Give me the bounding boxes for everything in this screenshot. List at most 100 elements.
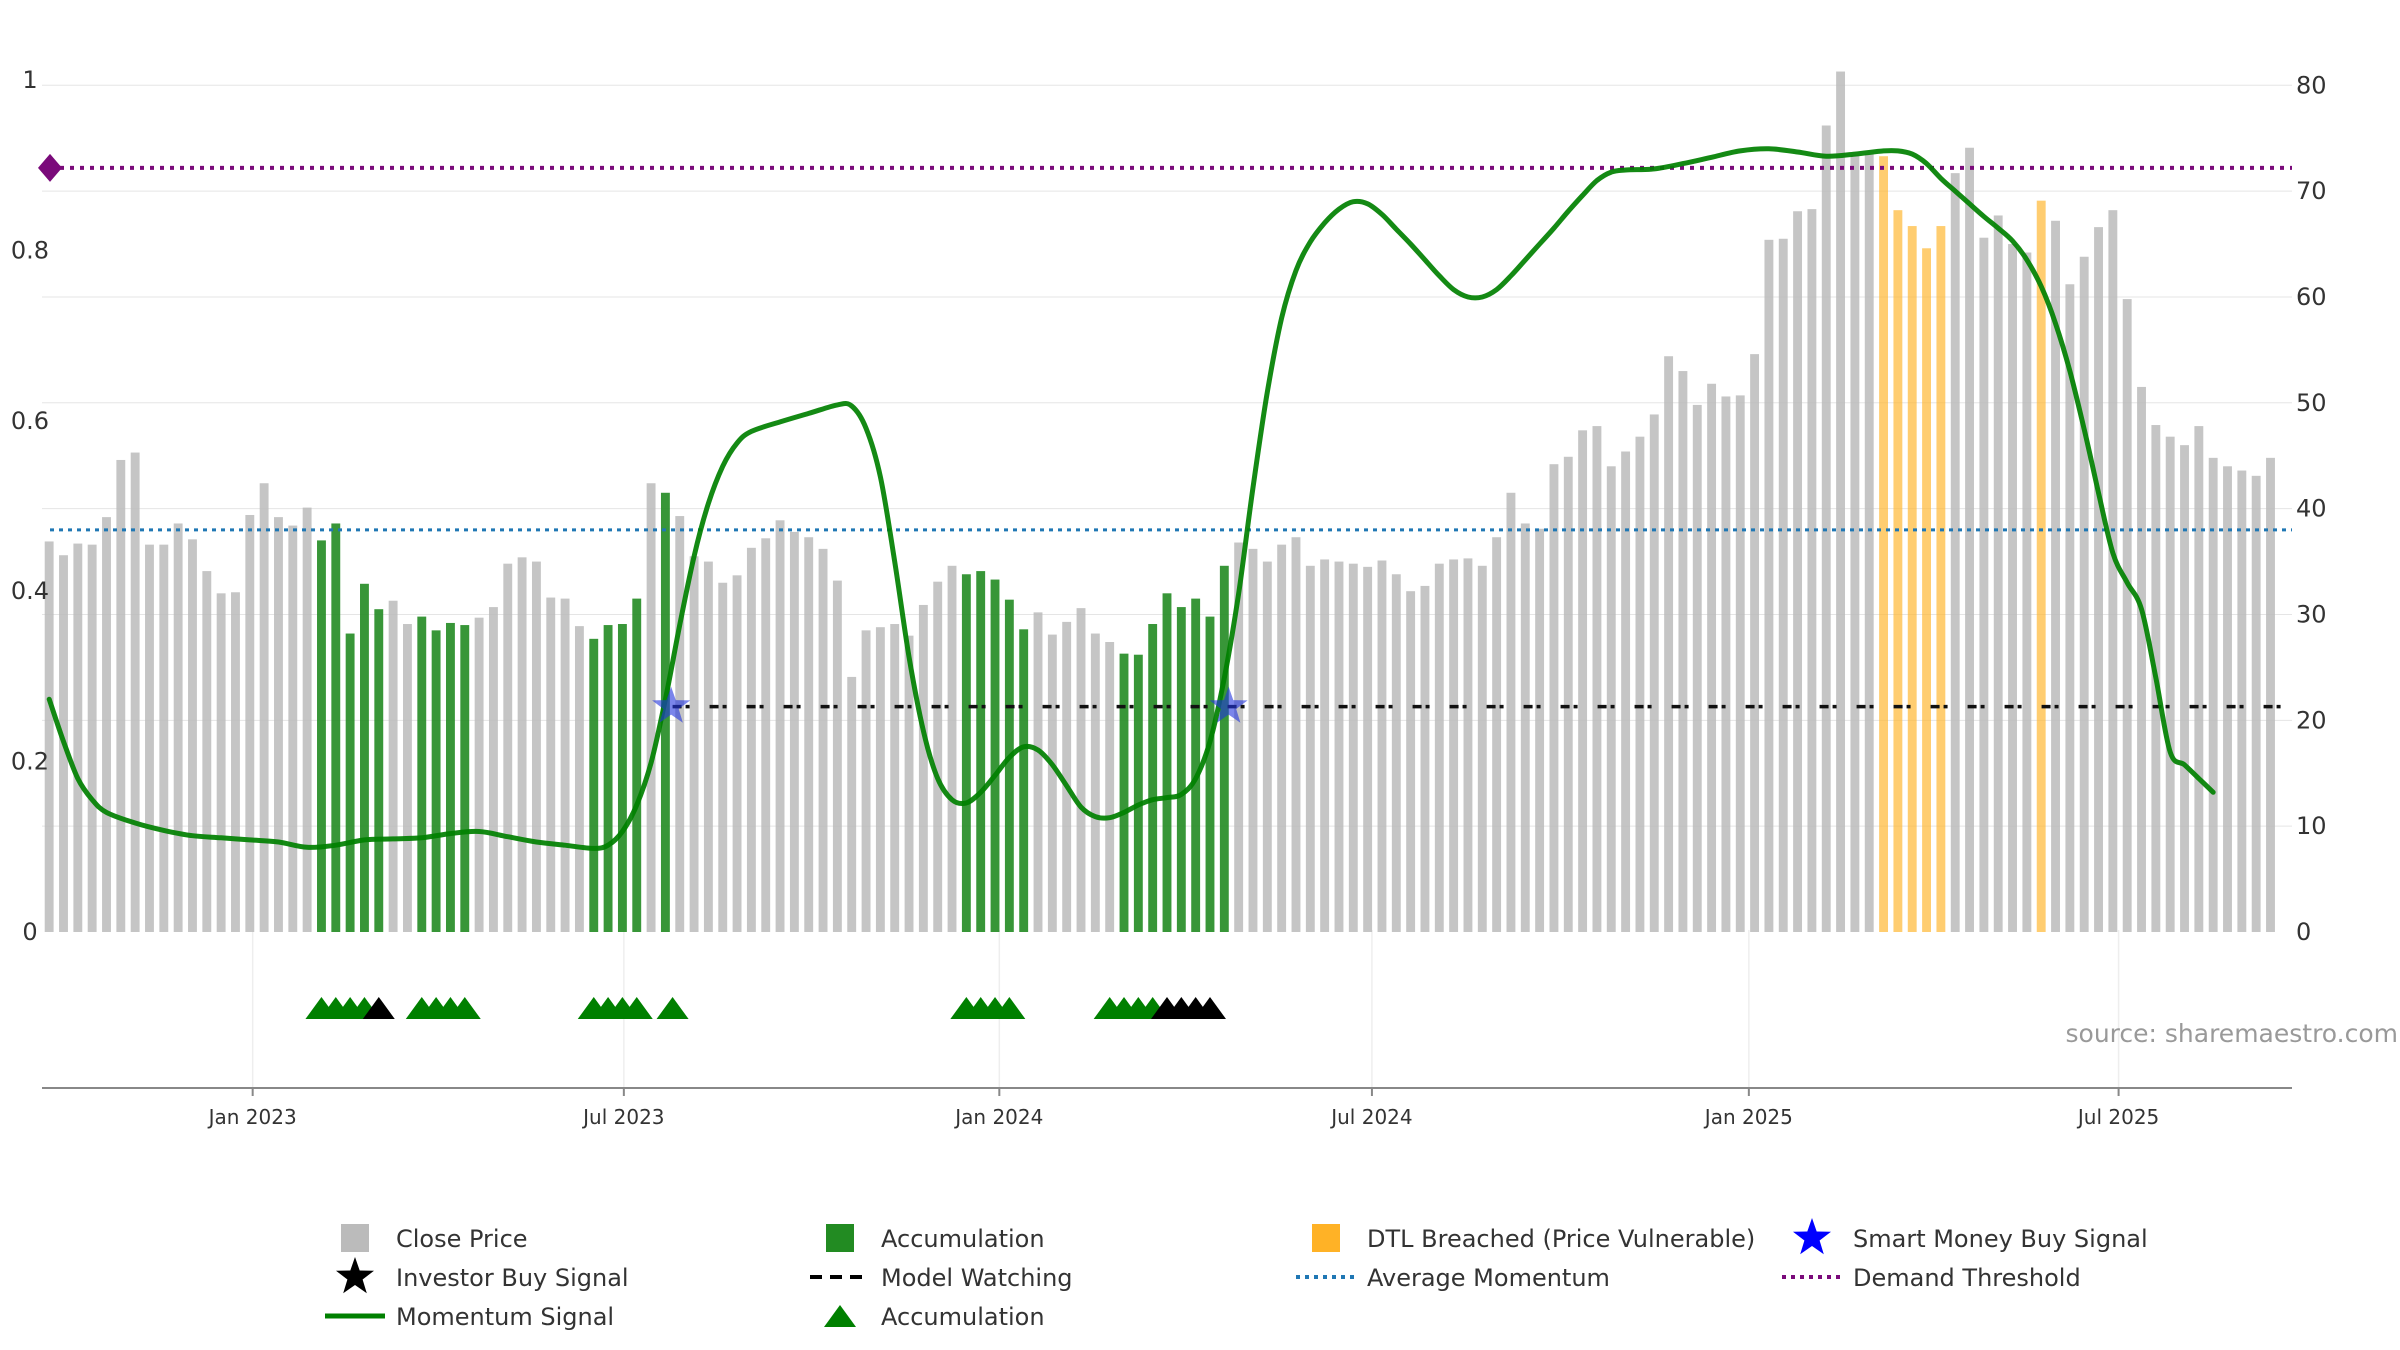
close-price-bar xyxy=(1305,565,1315,932)
close-price-bar xyxy=(1477,565,1487,932)
close-price-bar xyxy=(761,538,771,932)
close-price-bar xyxy=(1836,71,1846,933)
accumulation-bar xyxy=(589,638,599,932)
close-price-bar xyxy=(546,597,556,932)
close-price-bar xyxy=(216,593,226,932)
close-price-bar xyxy=(1764,239,1774,932)
accumulation-bar xyxy=(431,630,441,932)
close-price-bar xyxy=(488,607,498,932)
close-price-bar xyxy=(531,561,541,932)
legend-label: Accumulation xyxy=(881,1303,1045,1331)
investor-buy-triangle xyxy=(362,997,395,1019)
legend-swatch-triangle xyxy=(824,1305,856,1327)
legend-label: Average Momentum xyxy=(1367,1264,1610,1292)
close-price-bar xyxy=(775,520,785,932)
left-tick-label: 0.2 xyxy=(11,748,49,776)
close-price-bar xyxy=(73,543,83,932)
legend-label: Demand Threshold xyxy=(1853,1264,2081,1292)
left-tick-label: 0.6 xyxy=(11,407,49,435)
dtl-breached-bar xyxy=(2036,200,2046,933)
dtl-breached-bar xyxy=(1893,210,1903,932)
close-price-bar xyxy=(2223,466,2232,932)
accumulation-bar xyxy=(374,609,384,932)
close-price-bar xyxy=(1635,436,1645,932)
smart-money-buy-star xyxy=(1209,686,1248,723)
accumulation-bar xyxy=(1133,654,1143,932)
close-price-bar xyxy=(1377,560,1387,932)
close-price-bar xyxy=(1291,537,1301,932)
legend-swatch-square xyxy=(1312,1224,1340,1252)
right-tick-label: 60 xyxy=(2296,283,2327,311)
source-label: source: sharemaestro.com xyxy=(2066,1019,2399,1048)
legend-swatch-star xyxy=(336,1257,374,1294)
legend-swatch-square xyxy=(341,1224,369,1252)
legend-label: Smart Money Buy Signal xyxy=(1853,1225,2148,1253)
left-tick-label: 0.8 xyxy=(11,236,49,264)
close-price-bar xyxy=(918,604,928,932)
close-price-bar xyxy=(1750,354,1760,933)
close-price-bar xyxy=(1047,634,1057,932)
close-price-bar xyxy=(875,627,885,932)
close-price-bar xyxy=(1807,209,1817,932)
close-price-bar xyxy=(288,525,298,932)
close-price-bar xyxy=(947,565,957,932)
close-price-bar xyxy=(2180,445,2189,932)
close-price-bar xyxy=(159,544,169,932)
x-tick-label: Jul 2024 xyxy=(1329,1105,1412,1129)
accumulation-bar xyxy=(331,523,341,932)
close-price-bar xyxy=(1062,621,1072,932)
close-price-bar xyxy=(1334,561,1344,932)
close-price-bar xyxy=(388,600,398,932)
close-price-bar xyxy=(1850,155,1860,933)
close-price-bar xyxy=(202,571,212,932)
legend-label: Investor Buy Signal xyxy=(396,1264,629,1292)
close-price-bar xyxy=(2237,470,2247,932)
accumulation-bar xyxy=(317,540,326,932)
close-price-bar xyxy=(1320,559,1330,932)
accumulation-bar xyxy=(1004,599,1014,932)
legend-label: Close Price xyxy=(396,1225,528,1253)
close-price-bar xyxy=(503,563,513,932)
close-price-bar xyxy=(1707,383,1717,932)
close-price-bar xyxy=(1248,548,1258,932)
close-price-bar xyxy=(832,580,842,932)
close-price-bar xyxy=(1864,154,1874,932)
close-price-bar xyxy=(933,581,943,932)
dtl-breached-bar xyxy=(1922,248,1931,933)
close-price-bar xyxy=(904,635,914,932)
left-tick-label: 1 xyxy=(22,66,37,94)
right-tick-label: 70 xyxy=(2296,177,2327,205)
close-price-bar xyxy=(1979,237,1989,933)
close-price-bar xyxy=(1363,566,1373,932)
close-price-bar xyxy=(2022,252,2032,932)
accumulation-bar xyxy=(1219,565,1229,932)
close-price-bar xyxy=(1678,371,1688,932)
close-price-bar xyxy=(2108,210,2118,932)
right-tick-label: 10 xyxy=(2296,812,2327,840)
close-price-bar xyxy=(2137,386,2146,933)
close-price-bar xyxy=(689,556,699,932)
close-price-bar xyxy=(1592,426,1602,932)
close-price-bar xyxy=(2051,220,2060,933)
accumulation-bar xyxy=(360,583,369,932)
close-price-bar xyxy=(102,517,111,932)
close-price-bar xyxy=(1535,528,1545,932)
close-price-bar xyxy=(1506,492,1516,932)
close-price-bar xyxy=(1993,215,2003,933)
close-price-bar xyxy=(1664,356,1674,932)
close-price-bar xyxy=(130,452,140,932)
accumulation-bar xyxy=(990,579,1000,932)
close-price-bar xyxy=(2122,299,2132,933)
close-price-bar xyxy=(861,630,871,932)
close-price-bar xyxy=(2165,436,2175,932)
accumulation-bar xyxy=(1119,653,1129,932)
dtl-breached-bar xyxy=(1907,226,1917,933)
legend-label: DTL Breached (Price Vulnerable) xyxy=(1367,1225,1755,1253)
close-price-bar xyxy=(517,557,527,932)
smart-money-buy-star xyxy=(652,686,691,723)
close-price-bar xyxy=(1520,523,1530,932)
close-price-bar xyxy=(1606,466,1616,932)
close-price-bar xyxy=(1234,542,1244,932)
accumulation-bar xyxy=(417,616,427,932)
close-price-bar xyxy=(1492,537,1502,932)
